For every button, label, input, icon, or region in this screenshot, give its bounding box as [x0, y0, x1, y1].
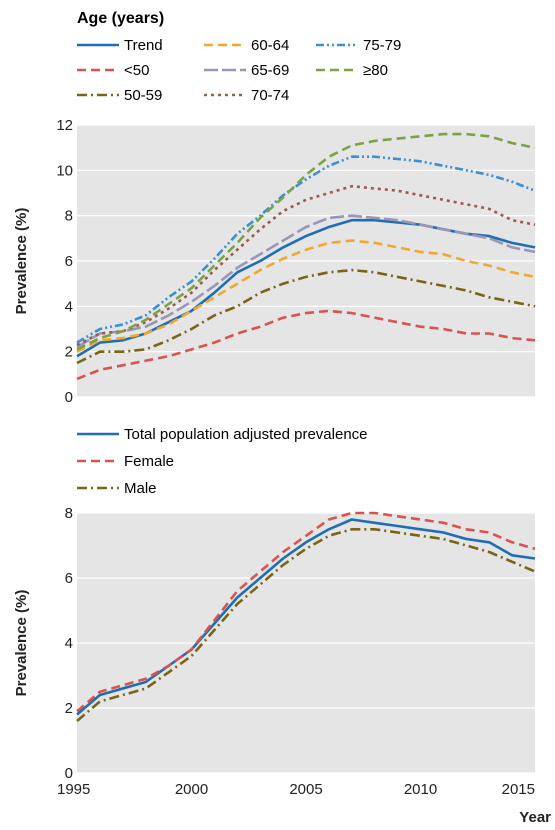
series-line-65-69: [76, 214, 536, 349]
legend-item-female: Female: [77, 453, 174, 470]
legend-item-65-69: 65-69: [204, 62, 289, 79]
y-tick-label: 0: [65, 389, 73, 406]
legend-label: 65-69: [251, 62, 289, 79]
series-line-60-64: [76, 239, 536, 353]
legend-item-lt50: <50: [77, 62, 149, 79]
legend-label: 60-64: [251, 37, 289, 54]
y-tick-label: 2: [65, 344, 73, 361]
legend-title: Age (years): [77, 10, 164, 27]
y-tick-label: 6: [65, 253, 73, 270]
y-tick-label: 12: [56, 117, 73, 134]
y-tick-label: 2: [65, 700, 73, 717]
y-tick-label: 4: [65, 298, 73, 315]
series-lines-bottom: [76, 511, 536, 722]
series-line-total-population-adjusted-prevalence: [76, 518, 536, 716]
legend-label: 70-74: [251, 87, 289, 104]
x-tick-label: 2010: [404, 781, 437, 798]
legend-label: Male: [124, 480, 157, 497]
legend-bottom: Total population adjusted prevalence Fema…: [77, 426, 368, 497]
legend-item-ge80: ≥80: [316, 62, 388, 79]
chart-sex: 0 2 4 6 8 1995 2000 2005 2010 2015 Prevalence (%…: [13, 505, 551, 826]
legend-top: Trend <50 50-59 60-64 65-69 70-74 75-79 ≥80: [77, 37, 401, 104]
y-tick-label: 6: [65, 570, 73, 587]
legend-label: 50-59: [124, 87, 162, 104]
x-axis-label: Year: [519, 809, 551, 826]
y-axis-label-top: Prevalence (%): [13, 208, 30, 315]
y-axis-label-bottom: Prevalence (%): [13, 590, 30, 697]
series-line-ge80: [76, 132, 536, 351]
y-tick-label: 0: [65, 765, 73, 782]
x-ticks-bottom: 1995 2000 2005 2010 2015: [57, 781, 535, 798]
gridlines-bottom: [77, 512, 535, 774]
series-line-male: [76, 528, 536, 722]
series-line-female: [76, 511, 536, 713]
y-tick-label: 10: [56, 162, 73, 179]
series-lines-top: [76, 132, 536, 381]
legend-item-50-59: 50-59: [77, 87, 162, 104]
legend-label: ≥80: [363, 62, 388, 79]
x-tick-label: 2005: [289, 781, 322, 798]
legend-label: 75-79: [363, 37, 401, 54]
legend-label: Total population adjusted prevalence: [124, 426, 368, 443]
legend-item-60-64: 60-64: [204, 37, 289, 54]
legend-item-trend: Trend: [77, 37, 163, 54]
legend-label: Female: [124, 453, 174, 470]
legend-item-70-74: 70-74: [204, 87, 289, 104]
series-line-50-59: [76, 268, 536, 365]
series-line-lt50: [76, 309, 536, 381]
legend-item-male: Male: [77, 480, 157, 497]
y-tick-label: 8: [65, 208, 73, 225]
chart-age-groups: 0 2 4 6 8 10 12 Prevalence (%): [13, 117, 536, 406]
y-tick-label: 4: [65, 635, 73, 652]
y-ticks-bottom: 0 2 4 6 8: [65, 505, 73, 782]
y-tick-label: 8: [65, 505, 73, 522]
y-ticks-top: 0 2 4 6 8 10 12: [56, 117, 73, 406]
x-tick-label: 2015: [502, 781, 535, 798]
x-tick-label: 1995: [57, 781, 90, 798]
gridlines-top: [77, 124, 535, 398]
x-tick-label: 2000: [175, 781, 208, 798]
series-line-75-79: [76, 155, 536, 344]
legend-item-75-79: 75-79: [316, 37, 401, 54]
legend-label: <50: [124, 62, 149, 79]
legend-item-total-population-adjusted-prevalence: Total population adjusted prevalence: [77, 426, 368, 443]
legend-label: Trend: [124, 37, 163, 54]
